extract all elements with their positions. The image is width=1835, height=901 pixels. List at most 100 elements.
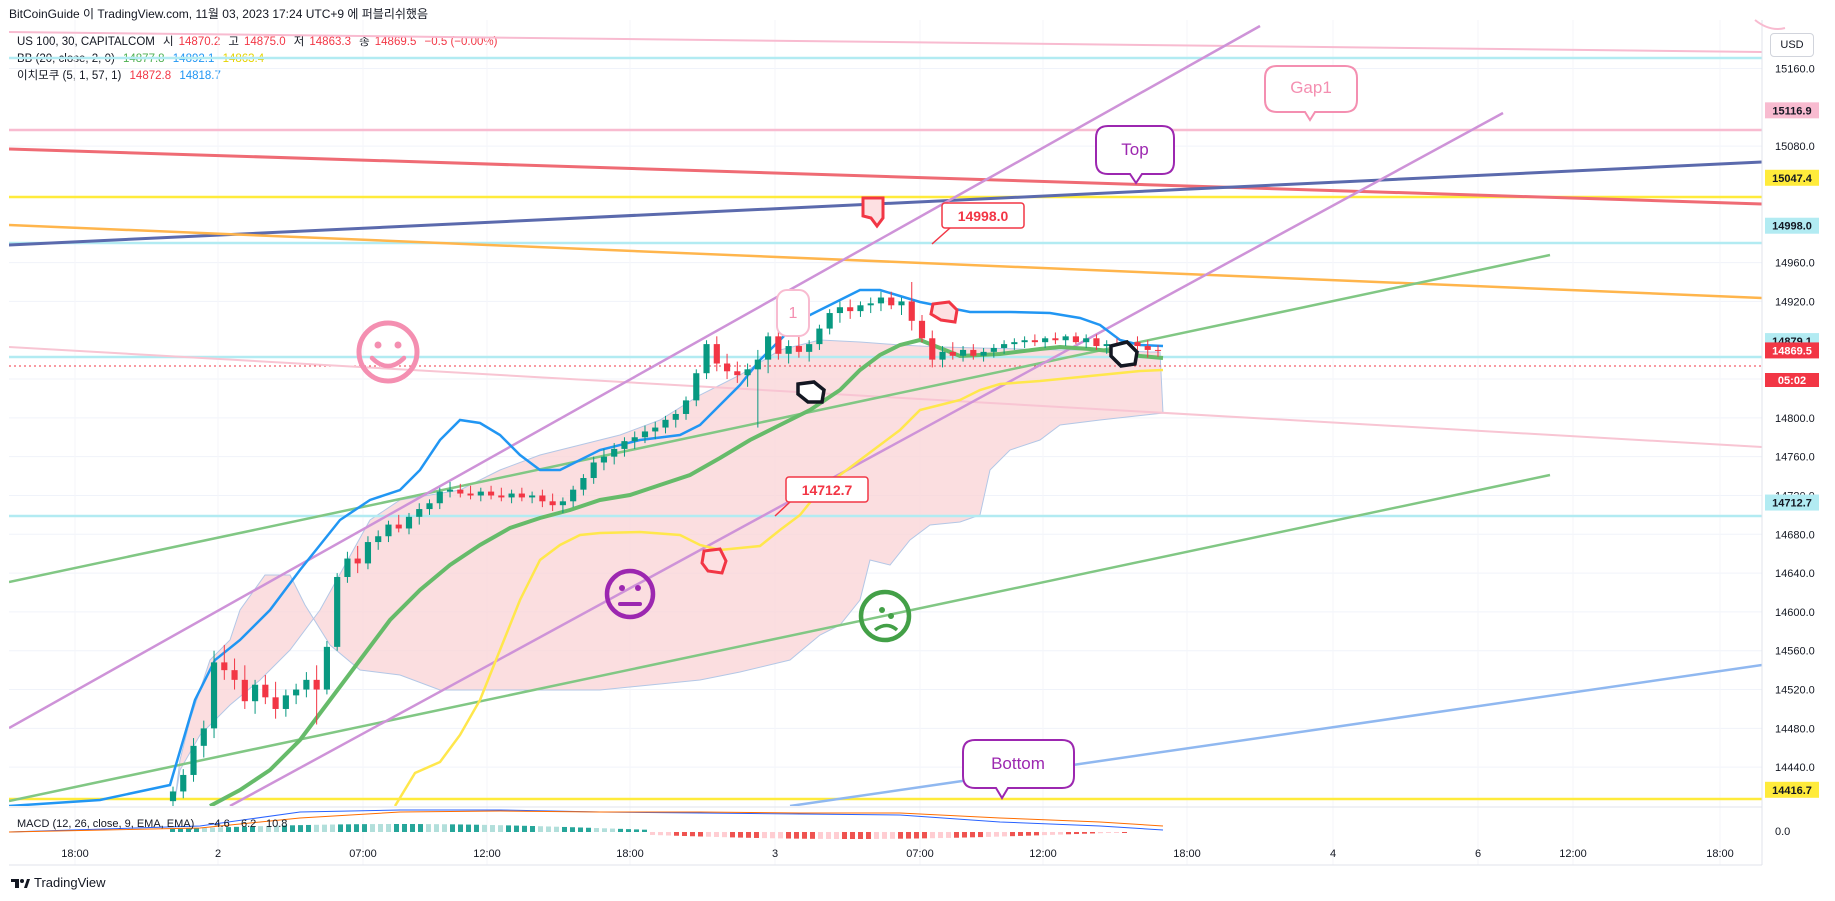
macd-pane: MACD (12, 26, close, 9, EMA, EMA) −4.6 6…: [8, 806, 1790, 839]
macd-bar: [1074, 832, 1079, 835]
level-top-pink: [9, 31, 1762, 53]
macd-bar: [450, 824, 455, 832]
macd-value-hist: 10.8: [266, 818, 287, 830]
candle: [375, 530, 382, 550]
candle: [888, 291, 895, 310]
price-tag-label: 14712.7: [1772, 498, 1812, 510]
macd-value-signal: 6.2: [241, 818, 256, 830]
y-tick-label: 14560.0: [1775, 646, 1815, 658]
x-tick-label: 6: [1475, 848, 1481, 860]
macd-bar: [842, 832, 847, 839]
macd-bar: [1098, 832, 1103, 834]
candle: [487, 485, 495, 500]
price-tag: 15116.9: [1765, 102, 1819, 119]
countdown-label: 05:02: [1778, 375, 1806, 387]
macd-bar: [202, 827, 207, 832]
candle: [1062, 334, 1069, 347]
candle: [765, 332, 772, 374]
macd-bar: [994, 832, 999, 837]
candle: [1052, 332, 1059, 345]
ohlc-close: 종 14869.5: [359, 36, 417, 48]
candle: [734, 361, 741, 383]
tradingview-brand-text: TradingView: [34, 875, 106, 890]
macd-bar: [594, 828, 599, 832]
macd-bar: [978, 832, 983, 838]
candle: [467, 485, 474, 500]
price-tag: 14712.7: [1765, 494, 1819, 511]
candle: [446, 481, 454, 498]
candle: [590, 456, 597, 484]
macd-bar: [506, 825, 511, 832]
macd-bar: [210, 827, 215, 832]
macd-bar: [226, 827, 231, 832]
candle: [221, 644, 228, 680]
currency-button[interactable]: USD: [1770, 33, 1814, 57]
macd-histogram: [170, 824, 1127, 839]
bb-basis-line: [209, 337, 1164, 806]
macd-bar: [250, 826, 255, 832]
macd-bar: [938, 832, 943, 839]
macd-bar: [1002, 832, 1007, 837]
candle: [713, 336, 720, 372]
x-tick-label: 4: [1330, 848, 1336, 860]
macd-bar: [946, 832, 951, 838]
ichimoku-name: 이치모쿠 (5, 1, 57, 1): [17, 70, 122, 82]
macd-legend-label: MACD (12, 26, close, 9, EMA, EMA): [17, 818, 194, 830]
smile-emoji: [356, 320, 420, 384]
macd-bar: [458, 824, 463, 832]
macd-bar: [642, 829, 647, 832]
candle: [426, 499, 433, 515]
y-tick-label: 14520.0: [1775, 685, 1815, 697]
macd-bar: [354, 824, 359, 832]
candle: [1083, 334, 1090, 348]
candle: [1072, 332, 1079, 345]
macd-bar: [442, 824, 447, 832]
time-axis[interactable]: 18:00 2 07:00 12:00 18:00 3 07:00 12:00 18:00 4 6 1…: [61, 848, 1734, 860]
macd-bar: [218, 827, 223, 832]
macd-bar: [650, 832, 655, 835]
macd-bar: [930, 832, 935, 839]
candle: [169, 786, 177, 806]
macd-bar: [1106, 832, 1111, 833]
bb-upper-line: [9, 288, 1164, 806]
callout-14712-label: 14712.7: [802, 482, 853, 498]
x-tick-label: 18:00: [1706, 848, 1734, 860]
candle: [354, 545, 361, 574]
ichimoku-cloud: [174, 339, 1164, 801]
candle: [252, 679, 259, 714]
candle: [754, 349, 761, 428]
macd-bar: [746, 832, 751, 838]
macd-bar: [634, 829, 639, 832]
candle: [836, 301, 844, 323]
candle: [693, 369, 700, 407]
candle: [293, 683, 300, 705]
macd-bar: [882, 832, 887, 839]
candle: [949, 342, 956, 360]
macd-bar: [834, 832, 839, 839]
macd-bar: [298, 825, 303, 832]
macd-bar: [514, 825, 519, 832]
corner-pink-arc: [1754, 19, 1786, 30]
hand-pointer-red-top: [861, 196, 885, 229]
y-tick-label: 14800.0: [1775, 413, 1815, 425]
candle: [703, 340, 710, 380]
macd-bar: [394, 824, 399, 832]
macd-bar: [826, 832, 831, 839]
trendline-orange: [9, 223, 1762, 300]
candle: [1154, 345, 1162, 357]
macd-bar: [314, 824, 319, 832]
tradingview-logo[interactable]: TradingView: [10, 875, 106, 890]
candle: [929, 330, 936, 368]
macd-bar: [570, 827, 575, 832]
candle: [682, 396, 690, 420]
macd-bar: [890, 832, 895, 839]
price-tag: 14998.0: [1765, 217, 1819, 234]
candle: [672, 410, 679, 428]
x-tick-label: 2: [215, 848, 221, 860]
candle: [416, 503, 423, 525]
candle: [1144, 340, 1151, 358]
candle: [282, 689, 289, 717]
y-tick-label: 14920.0: [1775, 296, 1815, 308]
neutral-emoji: [604, 568, 656, 620]
